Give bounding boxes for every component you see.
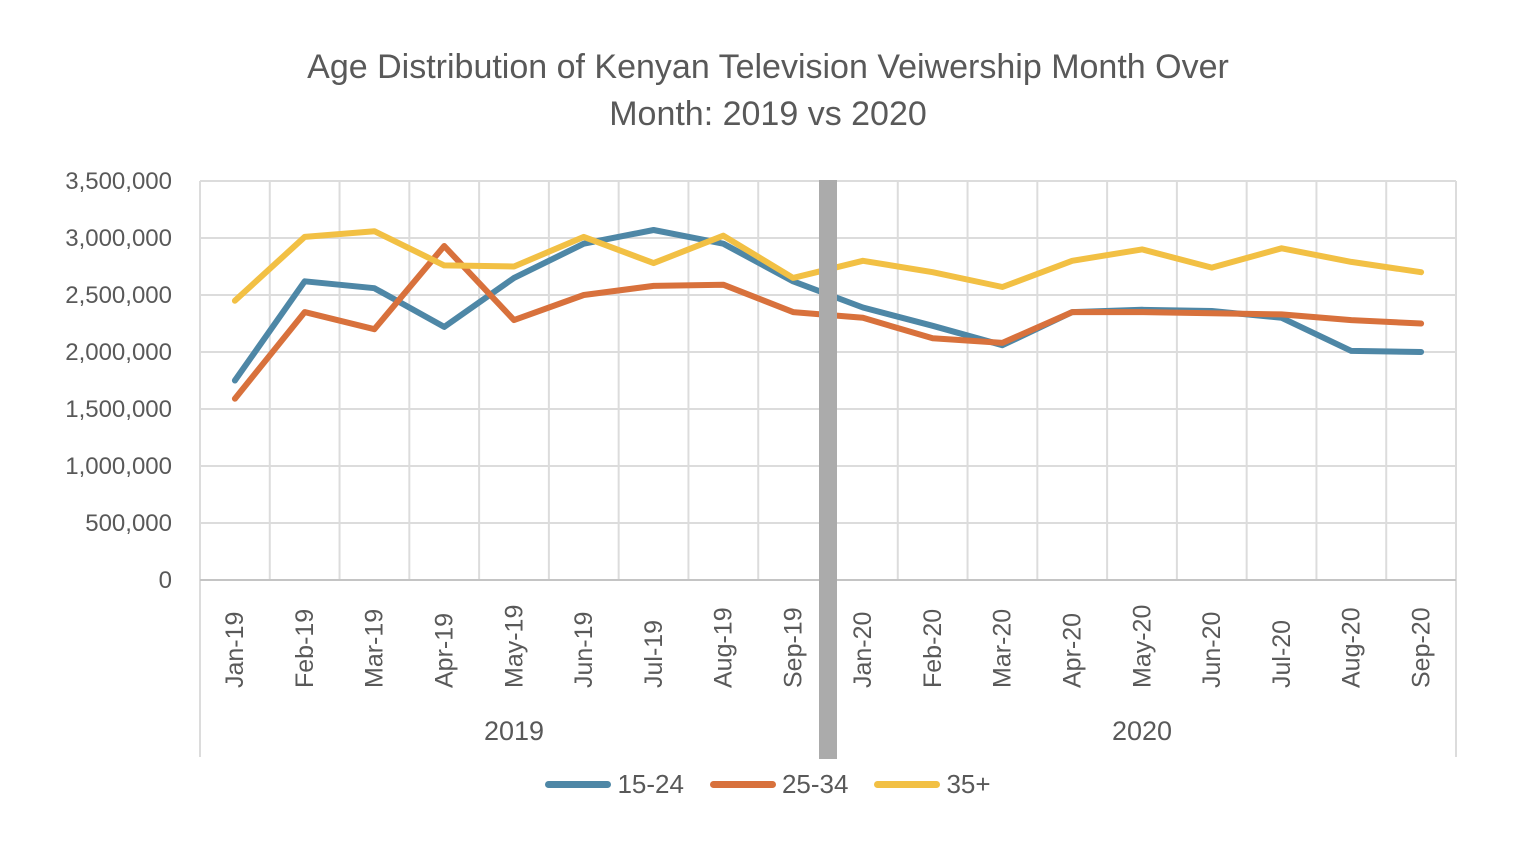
year-divider-bar [819,180,837,759]
y-tick-label: 1,000,000 [65,453,172,480]
chart-title: Age Distribution of Kenyan Television Ve… [0,44,1536,138]
x-tick-label: Aug-20 [1338,607,1366,688]
x-tick-label: Jun-20 [1198,612,1226,688]
chart-legend: 15-24 25-34 35+ [0,769,1536,800]
chart-title-line2: Month: 2019 vs 2020 [609,95,927,133]
x-tick-label: Aug-19 [710,607,738,688]
x-tick-label: Feb-20 [919,609,947,688]
x-tick-label: May-19 [500,605,528,688]
legend-label: 35+ [946,769,991,799]
x-tick-label: Jul-19 [640,620,668,688]
legend-item-35+: 35+ [874,769,991,800]
y-tick-label: 1,500,000 [65,396,172,423]
y-tick-label: 2,000,000 [65,339,172,366]
x-tick-label: Sep-19 [779,607,807,688]
x-tick-label: Apr-19 [430,613,458,688]
legend-swatch-icon [874,781,941,788]
legend-swatch-icon [709,781,776,788]
x-tick-label: Mar-19 [361,609,389,688]
year-group-label: 2020 [1112,716,1172,746]
x-tick-label: Jul-20 [1268,620,1296,688]
legend-label: 15-24 [617,769,684,799]
x-tick-label: Mar-20 [989,609,1017,688]
x-tick-label: May-20 [1128,605,1156,688]
y-tick-label: 3,500,000 [65,168,172,195]
x-tick-label: Jan-19 [221,612,249,688]
x-tick-label: Feb-19 [291,609,319,688]
legend-item-15-24: 15-24 [545,769,684,800]
y-tick-label: 3,000,000 [65,225,172,252]
chart-title-line1: Age Distribution of Kenyan Television Ve… [307,48,1229,86]
y-tick-label: 0 [159,567,172,594]
legend-swatch-icon [545,781,612,788]
y-tick-label: 500,000 [85,510,172,537]
x-tick-label: Jan-20 [849,612,877,688]
x-tick-label: Apr-20 [1058,613,1086,688]
x-tick-label: Jun-19 [570,612,598,688]
legend-item-25-34: 25-34 [709,769,849,800]
x-tick-label: Sep-20 [1407,607,1435,688]
y-tick-label: 2,500,000 [65,282,172,309]
year-group-label: 2019 [484,716,544,746]
legend-label: 25-34 [781,769,849,799]
